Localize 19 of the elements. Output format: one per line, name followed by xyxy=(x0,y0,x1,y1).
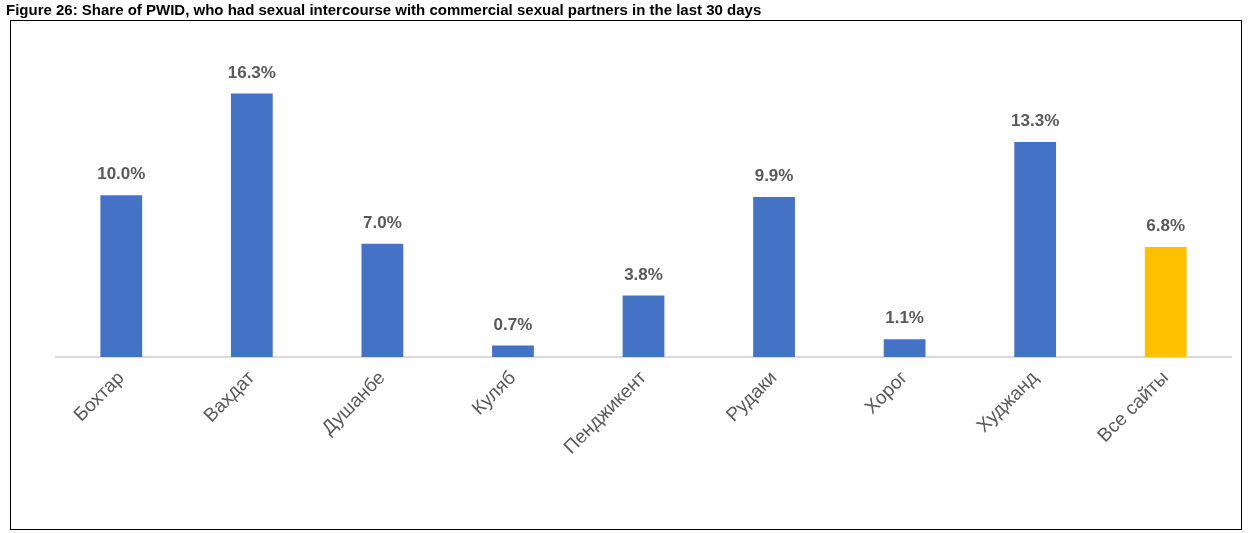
bar xyxy=(230,93,273,357)
data-label: 0.7% xyxy=(493,314,533,334)
bar xyxy=(622,295,665,357)
chart-title: Figure 26: Share of PWID, who had sexual intercourse with commercial sexual partners in the last 30 days xyxy=(6,1,762,18)
bar xyxy=(753,196,795,357)
bar xyxy=(1144,247,1187,357)
data-label: 13.3% xyxy=(1011,111,1060,131)
data-label: 7.0% xyxy=(363,212,402,232)
data-label: 16.3% xyxy=(227,62,276,82)
data-label: 9.9% xyxy=(754,166,794,186)
data-label: 1.1% xyxy=(885,308,924,328)
bar xyxy=(883,339,926,357)
data-label: 6.8% xyxy=(1146,216,1186,236)
data-label: 3.8% xyxy=(624,264,663,284)
bar xyxy=(1014,141,1057,357)
bar xyxy=(100,195,143,357)
bar xyxy=(492,345,534,357)
bar xyxy=(361,243,404,357)
data-label: 10.0% xyxy=(97,164,146,184)
